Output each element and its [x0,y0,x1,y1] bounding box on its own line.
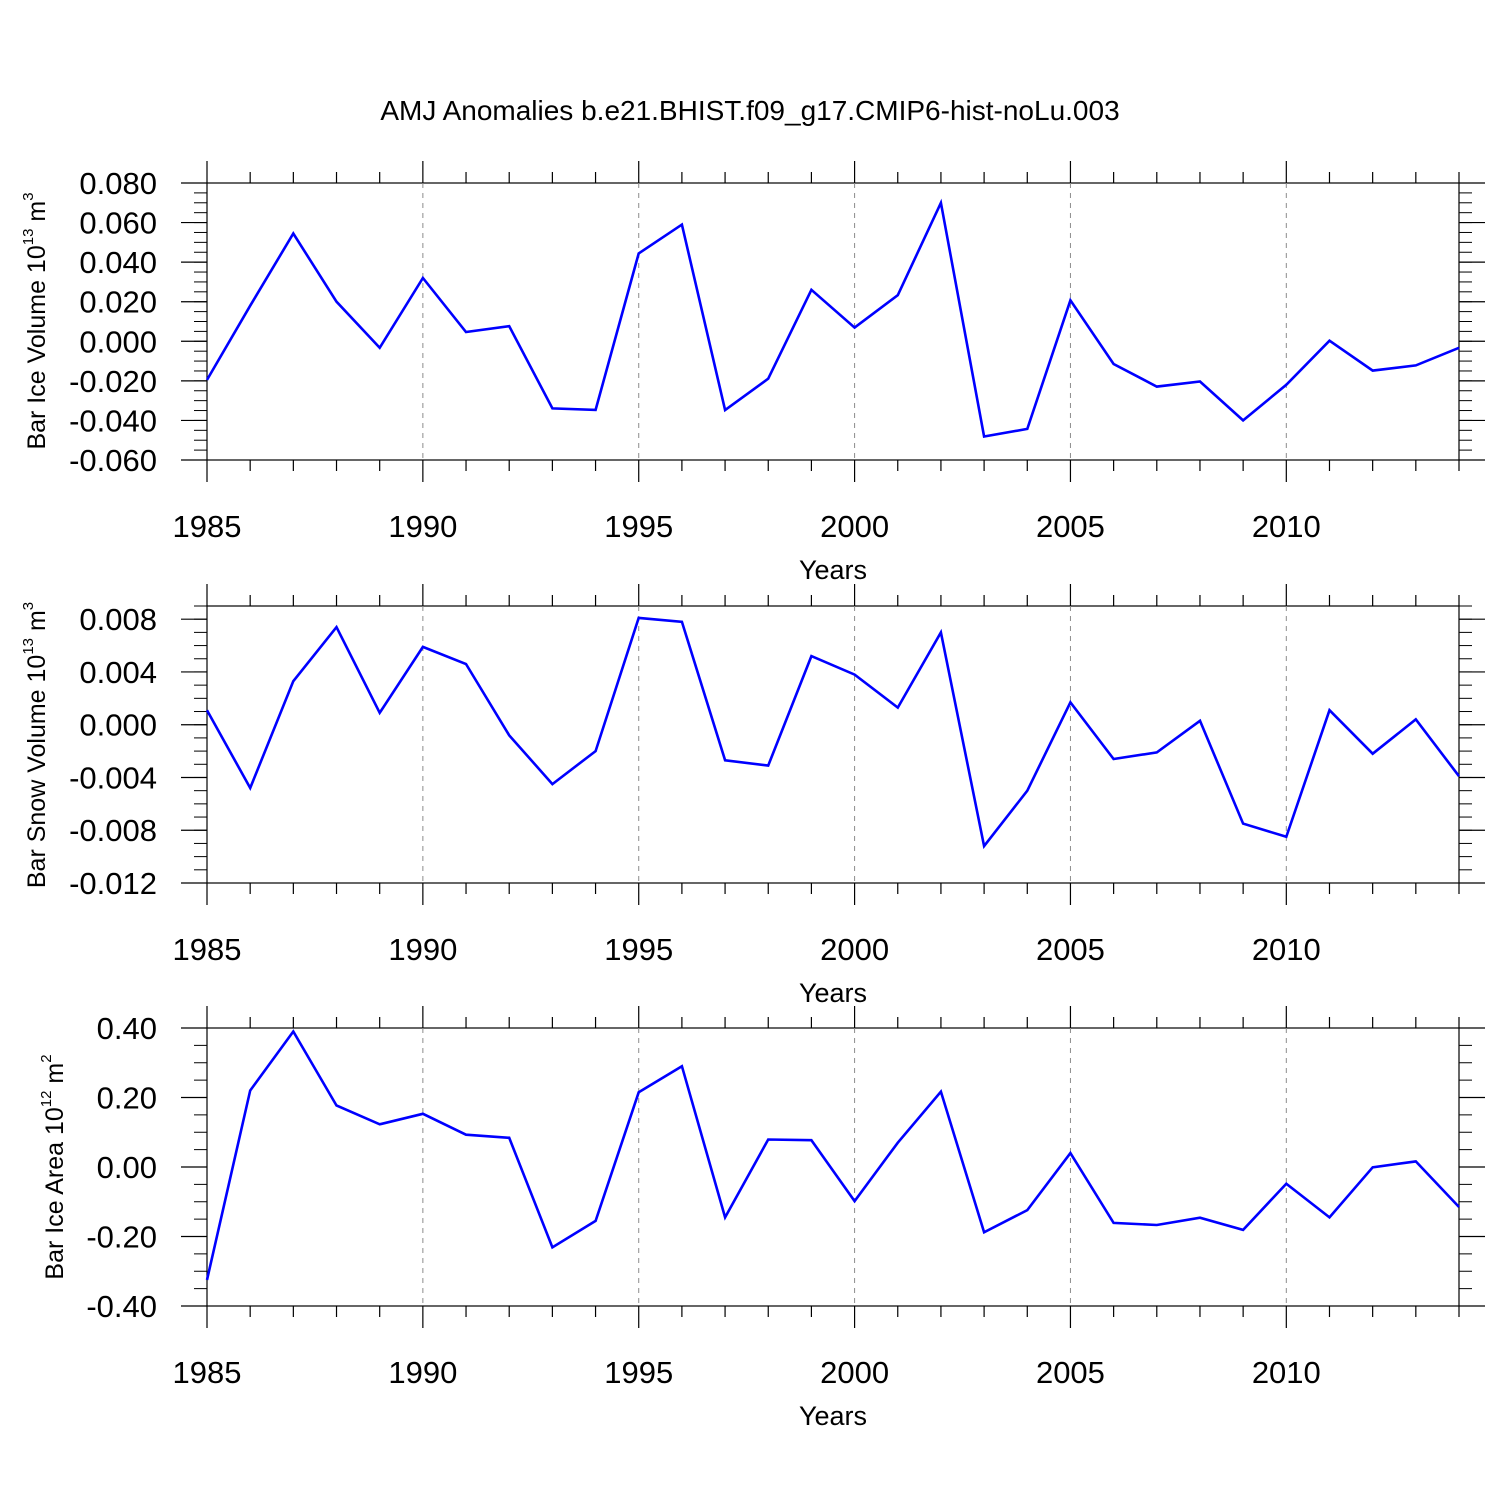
y-tick-label: 0.000 [79,324,157,359]
x-tick-label: 2000 [820,1355,889,1390]
x-tick-label: 1990 [388,1355,457,1390]
series-ice-volume [205,198,1460,439]
x-tick-label: 2000 [820,509,889,544]
y-tick-label: -0.060 [69,443,157,478]
series-line [205,198,1460,439]
x-tick-label: 2005 [1036,509,1105,544]
figure-title: AMJ Anomalies b.e21.BHIST.f09_g17.CMIP6-… [380,95,1119,126]
x-tick-label: 1995 [604,1355,673,1390]
y-tick-label: 0.000 [79,708,157,743]
y-tick-label: -0.40 [86,1289,157,1324]
y-tick-label: 0.060 [79,206,157,241]
y-axis-label-exponent: 13 [20,229,37,246]
x-axis-label: Years [799,1401,867,1431]
y-tick-label: 0.004 [79,655,157,690]
y-tick-label: 0.20 [97,1081,157,1116]
x-tick-label: 1985 [173,932,242,967]
y-axis-label-exponent: 13 [20,638,37,655]
panel-ice-area: 1985 1990 1995 2000 2005 2010 Years 0.40 0.20 0.0… [38,1006,1485,1431]
x-axis-label: Years [799,978,867,1008]
y-axis-label-unit: m [23,201,51,229]
y-axis-label-text: Bar Ice Area 10 [41,1107,69,1279]
grid-ice-volume [422,183,1287,460]
axes-ice-area: 1985 1990 1995 2000 2005 2010 Years 0.40 0.20 0.0… [38,1006,1485,1431]
panel-snow-volume: 1985 1990 1995 2000 2005 2010 Years 0.008 0.004 0… [20,584,1485,1008]
plot-area-ice-area [206,1027,1460,1307]
y-axis-label: Bar Ice Volume 1013 m3 [20,192,51,449]
plot-area-snow-volume [206,605,1460,884]
y-axis-label: Bar Snow Volume 1013 m3 [20,602,51,888]
y-tick-label: 0.008 [79,602,157,637]
series-snow-volume [205,616,1461,850]
grid-snow-volume [422,606,1287,883]
axes-snow-volume: 1985 1990 1995 2000 2005 2010 Years 0.008 0.004 0… [20,584,1485,1008]
y-tick-label: -0.020 [69,364,157,399]
y-tick-label: -0.040 [69,403,157,438]
x-tick-label: 2010 [1252,1355,1321,1390]
y-tick-label: 0.00 [97,1150,157,1185]
y-axis-label-text: Bar Ice Volume 10 [23,245,51,449]
y-tick-label: 0.040 [79,245,157,280]
y-tick-label: 0.080 [79,166,157,201]
x-tick-label: 2005 [1036,932,1105,967]
x-tick-label: 1990 [388,932,457,967]
x-tick-label: 2010 [1252,932,1321,967]
grid-ice-area [422,1028,1287,1306]
y-tick-label: 0.40 [97,1011,157,1046]
y-axis-label-unit: m [41,1063,69,1091]
x-tick-label: 2010 [1252,509,1321,544]
y-axis-label-unit-exponent: 3 [20,602,37,610]
x-tick-label: 2000 [820,932,889,967]
y-axis-label: Bar Ice Area 1012 m2 [38,1054,69,1279]
x-tick-label: 2005 [1036,1355,1105,1390]
x-tick-label: 1995 [604,932,673,967]
axes-ice-volume: 1985 1990 1995 2000 2005 2010 Years 0.080 0.060 0… [20,161,1485,585]
y-axis-label-unit: m [23,610,51,638]
y-tick-label: -0.20 [86,1220,157,1255]
y-axis-label-text: Bar Snow Volume 10 [23,655,51,888]
x-axis-label: Years [799,555,867,585]
x-tick-label: 1995 [604,509,673,544]
y-tick-label: -0.004 [69,760,157,795]
y-axis-label-exponent: 12 [38,1091,55,1108]
y-axis-label-unit-exponent: 2 [38,1054,55,1062]
x-tick-label: 1985 [173,1355,242,1390]
y-tick-label: -0.008 [69,813,157,848]
y-axis-label-unit-exponent: 3 [20,192,37,200]
series-line [205,1029,1460,1281]
y-tick-label: 0.020 [79,285,157,320]
x-tick-label: 1990 [388,509,457,544]
series-line [205,616,1461,850]
panel-ice-volume: 1985 1990 1995 2000 2005 2010 Years 0.080 0.060 0… [20,161,1485,585]
y-tick-label: -0.012 [69,866,157,901]
series-ice-area [205,1029,1460,1281]
x-tick-label: 1985 [173,509,242,544]
